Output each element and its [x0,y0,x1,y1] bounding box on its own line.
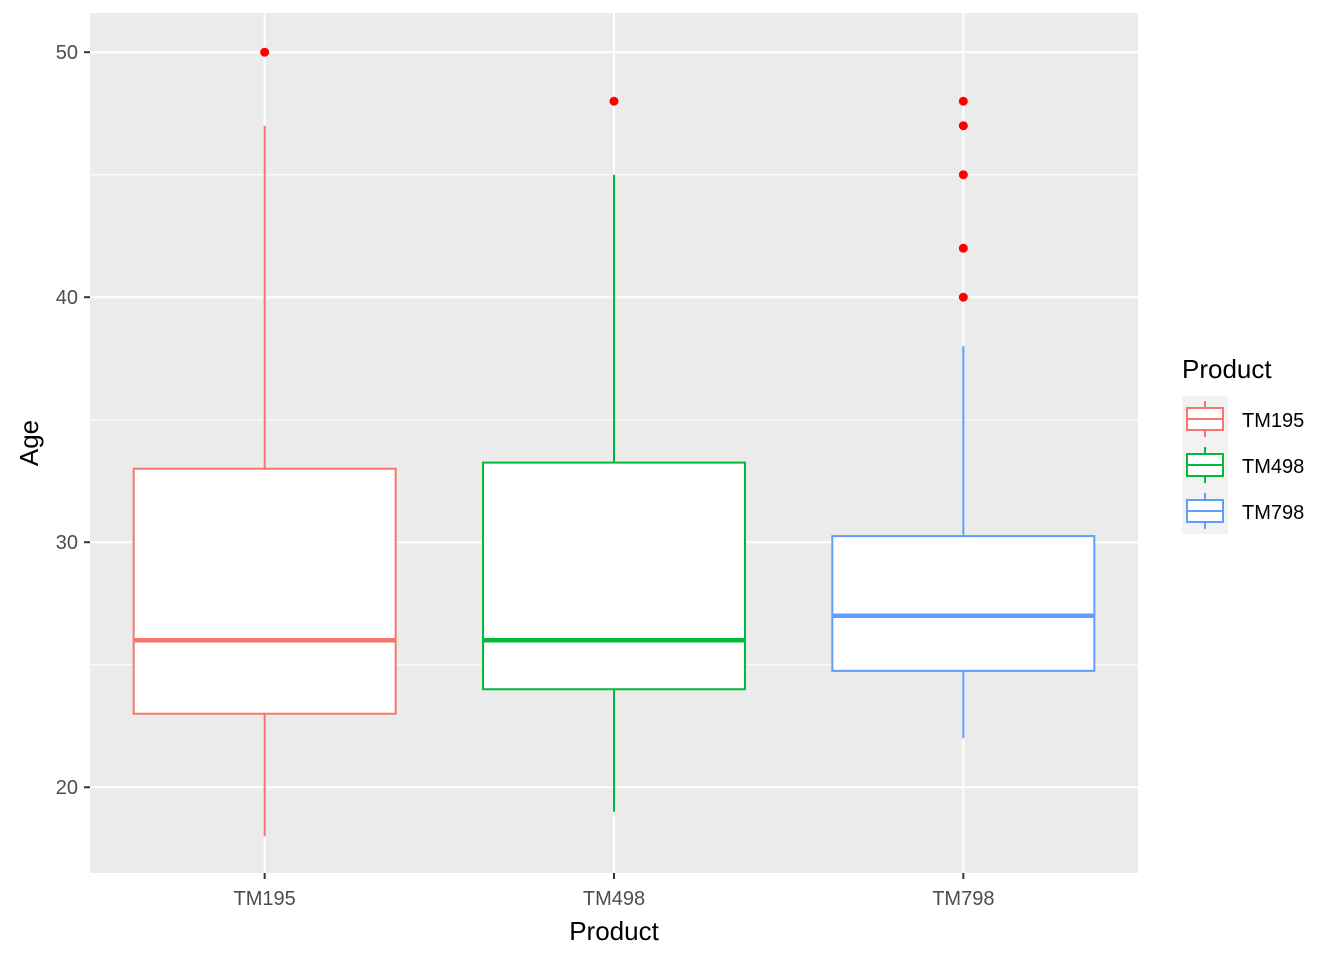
iqr-box [132,467,397,715]
x-axis: TM195 TM498 TM798 [234,873,994,910]
y-axis: 20 30 40 50 [56,42,90,799]
outlier-point [260,47,270,57]
legend-title: Product [1182,354,1272,384]
x-tick-label: TM798 [932,888,994,910]
y-axis-title: Age [14,420,44,466]
outlier-point [958,243,968,253]
legend-label: TM798 [1242,502,1304,524]
y-tick-label: 20 [56,777,78,799]
box-tm498 [482,96,746,812]
x-axis-title: Product [569,916,659,946]
box-tm798 [831,96,1096,739]
outlier-point [958,96,968,106]
x-tick-label: TM195 [234,888,296,910]
legend-item-tm195: TM195 [1182,396,1304,442]
legend-label: TM195 [1242,410,1304,432]
y-tick-label: 40 [56,287,78,309]
iqr-box [831,535,1096,672]
outlier-point [609,96,619,106]
outlier-point [958,292,968,302]
legend-item-tm798: TM798 [1182,488,1304,534]
y-tick-label: 50 [56,42,78,64]
box-layer [132,47,1096,837]
box-tm195 [132,47,397,837]
outlier-point [958,170,968,180]
outlier-point [958,121,968,131]
legend: Product TM195 TM498 TM798 [1182,354,1304,534]
iqr-box [482,461,746,691]
y-tick-label: 30 [56,532,78,554]
legend-label: TM498 [1242,456,1304,478]
legend-item-tm498: TM498 [1182,442,1304,488]
x-tick-label: TM498 [583,888,645,910]
